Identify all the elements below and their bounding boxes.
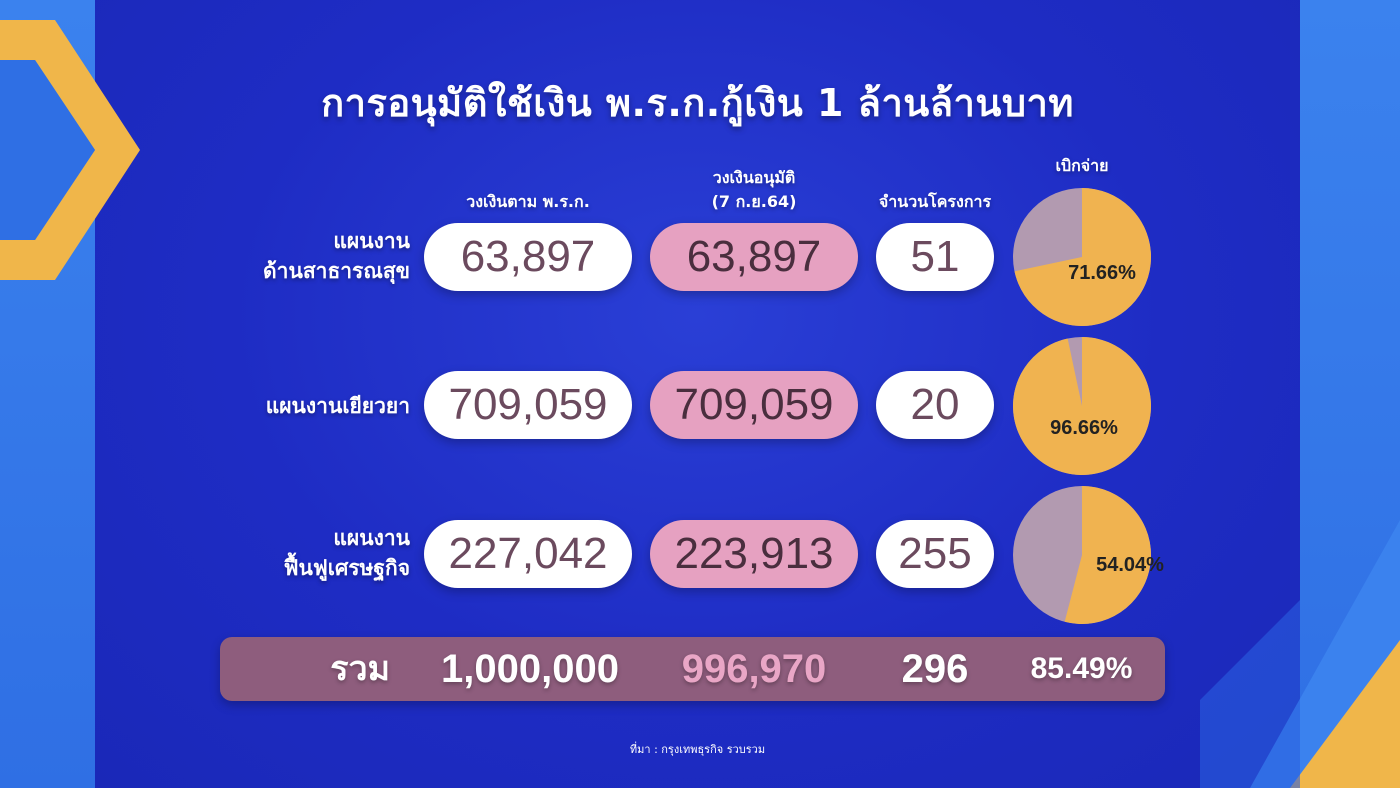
total-disbursed: 85.49% <box>1030 652 1133 685</box>
pie-relief: 96.66% <box>1012 336 1152 476</box>
row-label-line1: แผนงาน <box>333 526 410 550</box>
projects-value-public-health: 51 <box>876 223 994 291</box>
row-label-relief: แผนงานเยียวยา <box>266 391 410 421</box>
header-approved-line2: (7 ก.ย.64) <box>711 192 797 211</box>
pie-public-health: 71.66% <box>1012 187 1152 327</box>
header-disbursed: เบิกจ่าย <box>1055 156 1109 175</box>
approved-value-public-health: 63,897 <box>650 223 858 291</box>
total-label: รวม <box>330 650 390 688</box>
pie-slice-disbursed <box>1013 337 1151 475</box>
pie-svg: 96.66% <box>1013 337 1151 475</box>
header-budget: วงเงินตาม พ.ร.ก. <box>466 192 590 211</box>
budget-value-relief: 709,059 <box>424 371 632 439</box>
total-projects: 296 <box>901 647 969 691</box>
background-right-strip <box>1300 0 1400 788</box>
pie-slice-disbursed <box>1014 188 1151 326</box>
projects-value-economic-recovery: 255 <box>876 520 994 588</box>
page-title: การอนุมัติใช้เงิน พ.ร.ก.กู้เงิน 1 ล้านล้… <box>321 81 1074 125</box>
pie-slice-disbursed <box>1064 486 1151 624</box>
background-left-strip <box>0 0 95 788</box>
approved-value-relief: 709,059 <box>650 371 858 439</box>
approved-value-economic-recovery: 223,913 <box>650 520 858 588</box>
total-bar <box>220 637 1165 701</box>
row-label-economic-recovery: แผนงาน ฟื้นฟูเศรษฐกิจ <box>284 523 410 583</box>
row-label-public-health: แผนงาน ด้านสาธารณสุข <box>263 226 410 286</box>
pie-label: 54.04% <box>1096 554 1164 576</box>
row-label-line2: แผนงานเยียวยา <box>265 394 410 418</box>
row-label-line2: ฟื้นฟูเศรษฐกิจ <box>283 556 410 580</box>
pie-svg: 71.66% <box>1013 188 1151 326</box>
projects-value-relief: 20 <box>876 371 994 439</box>
pie-economic-recovery: 54.04% <box>1012 485 1164 625</box>
total-budget: 1,000,000 <box>441 647 619 691</box>
row-label-line2: ด้านสาธารณสุข <box>263 259 410 283</box>
header-approved-line1: วงเงินอนุมัติ <box>712 168 796 187</box>
total-approved: 996,970 <box>681 647 827 691</box>
header-approved: วงเงินอนุมัติ (7 ก.ย.64) <box>650 166 858 214</box>
row-label-line1: แผนงาน <box>333 229 410 253</box>
pie-label: 96.66% <box>1050 417 1118 439</box>
budget-value-economic-recovery: 227,042 <box>424 520 632 588</box>
pie-label: 71.66% <box>1068 262 1136 284</box>
pie-svg: 54.04% <box>1013 486 1164 624</box>
budget-value-public-health: 63,897 <box>424 223 632 291</box>
source-note: ที่มา : กรุงเทพธุรกิจ รวบรวม <box>629 743 766 756</box>
header-projects: จำนวนโครงการ <box>878 192 992 211</box>
